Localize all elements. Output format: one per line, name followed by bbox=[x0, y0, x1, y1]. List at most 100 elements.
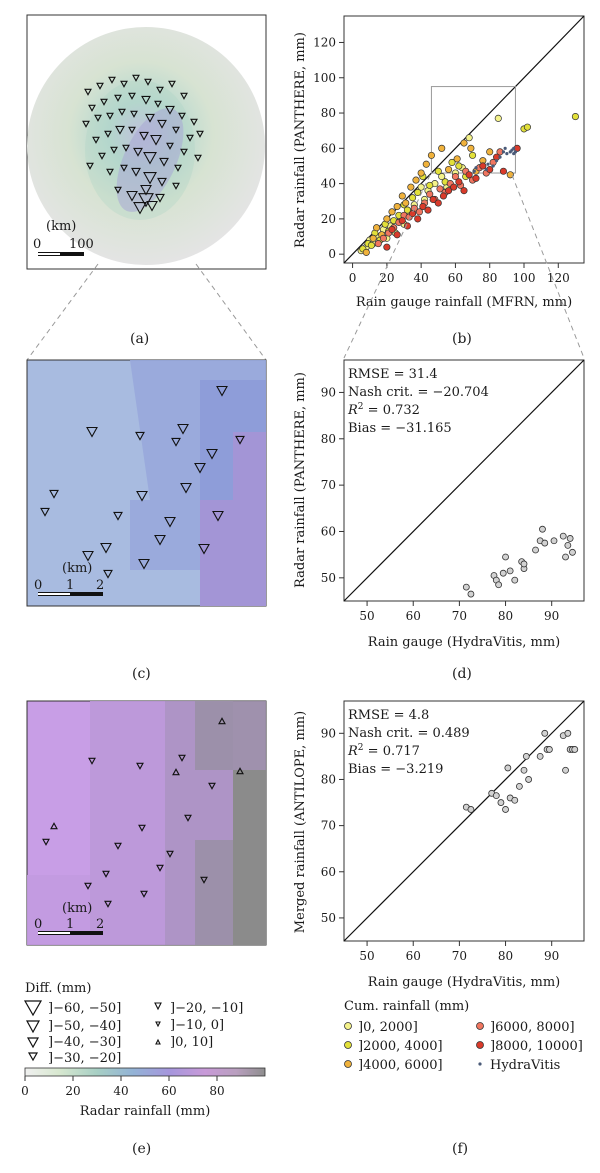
data-point bbox=[373, 224, 381, 232]
panel-e-scale-end: 2 bbox=[96, 917, 104, 932]
data-point bbox=[486, 148, 494, 156]
stat-r2-d: R2 = 0.732 bbox=[347, 402, 420, 418]
y-tick-label: 90 bbox=[321, 726, 336, 740]
colorbar-tick-label: 80 bbox=[209, 1084, 224, 1098]
legend-cum-label-0: ]0, 2000] bbox=[358, 1020, 418, 1035]
colorbar-tick-label: 20 bbox=[65, 1084, 80, 1098]
radar-cells-mid-e bbox=[90, 701, 165, 945]
panel-e-scale-unit: (km) bbox=[62, 901, 92, 916]
x-tick-label: 70 bbox=[452, 949, 467, 963]
data-point bbox=[429, 195, 437, 204]
data-points-f bbox=[462, 729, 579, 813]
data-point bbox=[362, 248, 370, 256]
panel-f-letter: (f) bbox=[452, 1141, 468, 1157]
data-point bbox=[469, 151, 477, 159]
legend-marker-30-20 bbox=[27, 1052, 39, 1062]
rain-gauge-marker bbox=[218, 717, 226, 725]
rain-gauge-marker bbox=[92, 136, 100, 144]
rain-gauge-marker bbox=[110, 146, 118, 154]
y-tick-label: 60 bbox=[321, 865, 336, 879]
rain-gauge-marker bbox=[172, 768, 180, 776]
colorbar-tick-label: 40 bbox=[113, 1084, 128, 1098]
data-points-d bbox=[462, 525, 576, 598]
rain-gauge-marker bbox=[180, 148, 188, 156]
data-point bbox=[564, 729, 572, 737]
legend-cum-label-1: ]2000, 4000] bbox=[358, 1039, 443, 1054]
data-point bbox=[506, 171, 514, 179]
data-point bbox=[414, 215, 422, 223]
data-point bbox=[374, 240, 382, 248]
x-tick-label: 50 bbox=[359, 949, 374, 963]
rain-gauge-marker bbox=[216, 385, 228, 397]
x-tick-label: 40 bbox=[414, 271, 429, 285]
x-tick-label: 100 bbox=[513, 271, 536, 285]
rain-gauge-marker bbox=[100, 542, 112, 554]
data-point bbox=[569, 548, 576, 556]
data-point bbox=[467, 590, 475, 598]
y-tick-label: 70 bbox=[321, 478, 336, 492]
gauge-markers-c bbox=[40, 385, 245, 579]
rain-gauge-marker bbox=[82, 550, 94, 562]
data-point bbox=[494, 114, 502, 122]
rain-gauge-marker bbox=[136, 490, 148, 502]
data-point bbox=[434, 199, 442, 207]
rain-gauge-marker bbox=[88, 757, 96, 765]
rain-gauge-marker bbox=[156, 864, 164, 872]
y-tick-label: 50 bbox=[321, 571, 336, 585]
x-tick-label: 60 bbox=[448, 271, 463, 285]
rain-gauge-marker bbox=[50, 822, 58, 830]
x-tick-label: 60 bbox=[406, 949, 421, 963]
rain-gauge-marker bbox=[141, 95, 151, 105]
rain-gauge-marker bbox=[132, 74, 140, 82]
legend-diff-item-0: ]−60, −50] bbox=[48, 1001, 121, 1016]
rain-gauge-marker bbox=[49, 489, 59, 499]
rain-gauge-marker bbox=[208, 782, 216, 790]
data-point bbox=[436, 185, 444, 193]
plot-frame-b bbox=[343, 15, 585, 264]
x-tick-label: 0 bbox=[349, 271, 357, 285]
rain-gauge-marker bbox=[118, 108, 126, 116]
y-tick-label: 0 bbox=[328, 247, 336, 261]
data-point bbox=[383, 243, 391, 251]
rain-gauge-marker bbox=[114, 842, 122, 850]
data-point bbox=[388, 208, 396, 216]
rain-gauge-marker bbox=[42, 838, 50, 846]
rain-gauge-marker bbox=[131, 167, 141, 177]
panel-a-scale-end: 100 bbox=[69, 237, 94, 252]
rain-gauge-marker bbox=[172, 182, 180, 190]
data-point-hydravitis bbox=[501, 150, 506, 154]
stat-r2-f: R2 = 0.717 bbox=[347, 743, 420, 759]
legend-marker-10-0 bbox=[155, 1021, 161, 1028]
radar-cells-low-e bbox=[27, 875, 90, 945]
rain-gauge-marker bbox=[157, 177, 167, 187]
rain-gauge-marker bbox=[172, 126, 180, 134]
rain-gauge-marker bbox=[115, 125, 125, 135]
data-point bbox=[539, 525, 546, 533]
x-axis-label-b: Rain gauge rainfall (MFRN, mm) bbox=[356, 295, 572, 310]
panel-c-scale-start: 0 bbox=[34, 578, 42, 593]
rain-gauge-marker bbox=[198, 543, 210, 555]
y-tick-label: 120 bbox=[313, 35, 336, 49]
colorbar-tick-label: 0 bbox=[21, 1084, 29, 1098]
rain-gauge-marker bbox=[108, 76, 116, 84]
one-to-one-line-f bbox=[343, 700, 585, 942]
data-point bbox=[426, 181, 434, 189]
data-point bbox=[492, 792, 500, 800]
rain-gauge-marker bbox=[98, 152, 106, 160]
x-tick-label: 80 bbox=[482, 271, 497, 285]
legend-marker-40-30 bbox=[26, 1037, 40, 1049]
data-point bbox=[427, 151, 435, 159]
data-point bbox=[398, 192, 406, 200]
x-tick-label: 50 bbox=[359, 609, 374, 623]
rain-gauge-marker bbox=[190, 118, 198, 126]
data-point bbox=[562, 553, 569, 561]
stat-nash-d: Nash crit. = −20.704 bbox=[348, 385, 489, 400]
x-axis-label-d: Rain gauge (HydraVitis, mm) bbox=[368, 635, 561, 650]
data-point bbox=[409, 210, 417, 218]
legend-cum-label-5: HydraVitis bbox=[490, 1058, 560, 1073]
panel-e-scale-mid: 1 bbox=[66, 917, 74, 932]
rain-gauge-marker bbox=[94, 114, 102, 122]
plot-frame-d bbox=[343, 359, 585, 602]
zoom-guide-right bbox=[195, 263, 267, 361]
rain-gauge-marker bbox=[180, 92, 188, 100]
